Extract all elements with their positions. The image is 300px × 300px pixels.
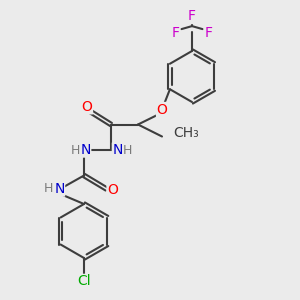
Text: O: O xyxy=(157,103,167,116)
Text: O: O xyxy=(82,100,92,114)
Text: F: F xyxy=(205,26,212,40)
Text: N: N xyxy=(80,143,91,157)
Text: N: N xyxy=(112,143,123,157)
Text: F: F xyxy=(188,10,196,23)
Text: CH₃: CH₃ xyxy=(173,126,199,140)
Text: H: H xyxy=(44,182,53,196)
Text: O: O xyxy=(107,184,118,197)
Text: N: N xyxy=(54,182,64,196)
Text: F: F xyxy=(172,26,179,40)
Text: Cl: Cl xyxy=(77,274,91,288)
Text: H: H xyxy=(123,143,132,157)
Text: H: H xyxy=(71,143,80,157)
